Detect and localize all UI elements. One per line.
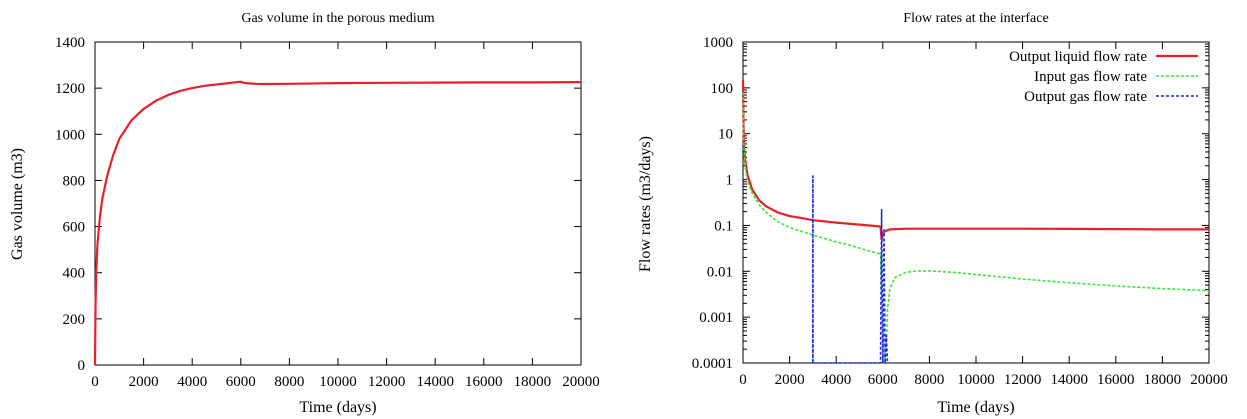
series-line-output-gas-flow-rate	[811, 175, 889, 364]
legend: Output liquid flow rate Input gas flow ra…	[1009, 49, 1198, 105]
x-tick-label: 0	[739, 372, 747, 388]
x-tick-label: 2000	[129, 374, 159, 390]
y-tick-label: 100	[711, 81, 734, 97]
x-tick-label: 18000	[1144, 372, 1182, 388]
series-layer	[741, 79, 1210, 364]
x-tick-label: 0	[91, 374, 99, 390]
x-tick-label: 4000	[177, 374, 207, 390]
x-axis-ticks: 0 2000 4000 6000 8000 10000 12000 14000 16000 180…	[91, 42, 600, 390]
x-tick-label: 12000	[1004, 372, 1042, 388]
flow-rates-chart: Flow rates at the interface 0 2000 4000 600…	[637, 11, 1228, 416]
y-tick-label: 1000	[703, 35, 733, 51]
y-tick-label: 1	[726, 173, 734, 189]
plot-frame	[94, 41, 582, 366]
x-tick-label: 8000	[274, 374, 304, 390]
y-axis-ticks: 0 200 400 600 800 1000 1200 1400	[55, 35, 581, 374]
series-line-output-liquid-flow-rate	[741, 79, 1209, 241]
y-tick-label: 0	[78, 358, 86, 374]
y-tick-label: 10	[718, 127, 733, 143]
series-line-input-gas-flow-rate	[742, 92, 1210, 364]
y-tick-label: 200	[63, 312, 86, 328]
x-axis-ticks: 0 2000 4000 6000 8000 10000 12000 14000 16000 180…	[739, 42, 1228, 388]
x-tick-label: 14000	[416, 374, 454, 390]
y-tick-label: 1000	[55, 127, 85, 143]
legend-entry-label: Input gas flow rate	[1034, 69, 1147, 85]
x-tick-label: 12000	[368, 374, 406, 390]
x-tick-label: 4000	[821, 372, 851, 388]
series-line-1	[93, 80, 582, 366]
x-tick-label: 20000	[1190, 372, 1228, 388]
x-tick-label: 10000	[319, 374, 357, 390]
y-tick-label: 0.01	[707, 264, 733, 280]
x-tick-label: 10000	[957, 372, 995, 388]
y-axis-label: Gas volume (m3)	[9, 148, 26, 260]
x-tick-label: 14000	[1050, 372, 1088, 388]
chart-title: Flow rates at the interface	[903, 11, 1048, 26]
y-axis-ticks: 0.0001 0.001 0.01 0.1 1 10 100 1000	[692, 35, 1209, 372]
x-tick-label: 8000	[914, 372, 944, 388]
x-tick-label: 18000	[514, 374, 552, 390]
y-tick-label: 400	[63, 266, 86, 282]
y-tick-label: 0.1	[714, 218, 733, 234]
y-axis-label: Flow rates (m3/days)	[637, 136, 654, 272]
x-tick-label: 2000	[775, 372, 805, 388]
x-tick-label: 16000	[465, 374, 503, 390]
legend-entry-label: Output liquid flow rate	[1009, 49, 1147, 65]
x-tick-label: 6000	[868, 372, 898, 388]
x-axis-label: Time (days)	[937, 399, 1014, 416]
x-tick-label: 20000	[562, 374, 600, 390]
y-tick-label: 1400	[55, 35, 85, 51]
legend-entry-label: Output gas flow rate	[1024, 89, 1147, 105]
y-tick-label: 1200	[55, 81, 85, 97]
x-tick-label: 16000	[1097, 372, 1135, 388]
gas-volume-chart: Gas volume in the porous medium 0 2000 400…	[9, 11, 600, 416]
chart-title: Gas volume in the porous medium	[241, 11, 434, 26]
x-axis-label: Time (days)	[299, 399, 376, 416]
x-tick-label: 6000	[226, 374, 256, 390]
series-layer	[93, 80, 582, 366]
y-tick-label: 0.001	[699, 310, 733, 326]
y-tick-label: 600	[63, 220, 86, 236]
y-tick-label: 0.0001	[692, 356, 733, 372]
y-tick-label: 800	[63, 173, 86, 189]
